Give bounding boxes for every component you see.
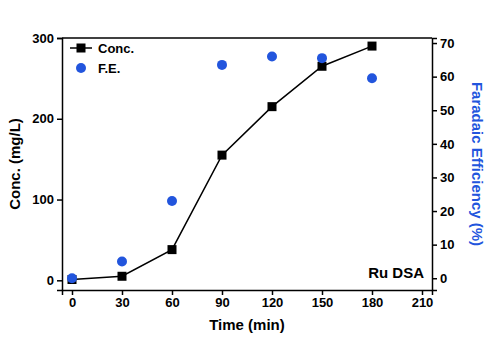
legend-symbol bbox=[77, 44, 86, 53]
y2-axis-title: Faradaic Efficiency (%) bbox=[469, 82, 486, 246]
y2-axis: 0 10 20 30 40 50 60 70 bbox=[432, 36, 454, 291]
legend-symbol bbox=[76, 63, 86, 73]
legend-entry: Conc. bbox=[70, 41, 134, 56]
y2-tick-mark bbox=[432, 110, 437, 112]
x-tick: 60 bbox=[165, 290, 179, 310]
y2-tick-label: 30 bbox=[440, 170, 454, 185]
y-tick: 100 bbox=[32, 192, 62, 207]
y-axis: 0 100 200 300 bbox=[32, 31, 62, 291]
marks bbox=[67, 42, 377, 284]
y-tick: 300 bbox=[32, 31, 62, 46]
x-tick: 30 bbox=[115, 290, 129, 310]
y2-tick: 30 bbox=[432, 170, 454, 185]
y-tick-mark bbox=[57, 280, 62, 282]
point bbox=[368, 42, 377, 51]
x-tick: 120 bbox=[262, 290, 284, 310]
annotation: Ru DSA bbox=[368, 264, 424, 281]
y2-tick: 70 bbox=[432, 36, 454, 51]
y-tick-label: 300 bbox=[32, 31, 54, 46]
series-line bbox=[72, 46, 372, 279]
y-tick-mark bbox=[57, 38, 62, 40]
point bbox=[67, 273, 77, 283]
y-tick-label: 100 bbox=[32, 192, 54, 207]
legend-label: Conc. bbox=[98, 41, 134, 56]
y2-axis-line bbox=[433, 39, 438, 291]
legend-entry: F.E. bbox=[76, 61, 120, 76]
y2-tick-mark bbox=[432, 211, 437, 213]
y2-tick-mark bbox=[432, 244, 437, 246]
legend-label: F.E. bbox=[98, 61, 120, 76]
x-axis-title: Time (min) bbox=[209, 316, 285, 333]
y2-tick: 20 bbox=[432, 204, 454, 219]
y2-tick: 10 bbox=[432, 237, 454, 252]
x-tick: 0 bbox=[69, 290, 76, 310]
y-tick-label: 200 bbox=[32, 111, 54, 126]
x-axis: 0 30 60 90 120 150 180 210 bbox=[63, 290, 434, 310]
y-tick: 200 bbox=[32, 111, 62, 126]
y2-tick-label: 50 bbox=[440, 103, 454, 118]
x-tick: 150 bbox=[312, 290, 334, 310]
y2-tick-label: 70 bbox=[440, 36, 454, 51]
y2-tick-label: 0 bbox=[440, 271, 447, 286]
x-tick: 180 bbox=[362, 290, 384, 310]
y2-tick: 60 bbox=[432, 69, 454, 84]
y2-tick: 0 bbox=[432, 271, 447, 286]
x-tick-label: 180 bbox=[362, 295, 384, 310]
point bbox=[267, 51, 277, 61]
y2-tick-label: 40 bbox=[440, 137, 454, 152]
chart: 0 30 60 90 120 150 180 210 0 100 200 300 0 10 20 30 40 50… bbox=[0, 0, 487, 342]
y-axis-line bbox=[57, 39, 63, 291]
y-axis-title: Conc. (mg/L) bbox=[6, 118, 23, 210]
y2-tick-label: 20 bbox=[440, 204, 454, 219]
y2-tick-mark bbox=[432, 43, 437, 45]
y-tick-mark bbox=[57, 199, 62, 201]
x-tick-label: 150 bbox=[312, 295, 334, 310]
x-tick-label: 210 bbox=[412, 295, 434, 310]
y2-tick-label: 60 bbox=[440, 69, 454, 84]
y2-tick-label: 10 bbox=[440, 237, 454, 252]
point bbox=[317, 53, 327, 63]
y-tick-label: 0 bbox=[47, 273, 54, 288]
point bbox=[217, 60, 227, 70]
y2-tick: 50 bbox=[432, 103, 454, 118]
legend: Conc. F.E. bbox=[70, 41, 134, 76]
frame bbox=[62, 37, 432, 39]
y2-tick-mark bbox=[432, 76, 437, 78]
point bbox=[117, 256, 127, 266]
y2-tick-mark bbox=[432, 278, 437, 280]
y-tick-mark bbox=[57, 119, 62, 121]
point bbox=[218, 151, 227, 160]
point bbox=[167, 196, 177, 206]
point bbox=[118, 272, 127, 281]
x-tick-label: 60 bbox=[165, 295, 179, 310]
y2-tick-mark bbox=[432, 144, 437, 146]
y-tick: 0 bbox=[47, 273, 62, 288]
x-tick: 90 bbox=[215, 290, 229, 310]
point bbox=[367, 73, 377, 83]
point bbox=[268, 102, 277, 111]
x-tick-label: 90 bbox=[215, 295, 229, 310]
x-tick-label: 120 bbox=[262, 295, 284, 310]
x-tick-label: 30 bbox=[115, 295, 129, 310]
point bbox=[168, 245, 177, 254]
y2-tick: 40 bbox=[432, 137, 454, 152]
x-tick: 210 bbox=[412, 290, 434, 310]
y2-tick-mark bbox=[432, 177, 437, 179]
plot: 0 30 60 90 120 150 180 210 0 100 200 300 0 10 20 30 40 50… bbox=[32, 31, 454, 311]
x-tick-label: 0 bbox=[69, 295, 76, 310]
